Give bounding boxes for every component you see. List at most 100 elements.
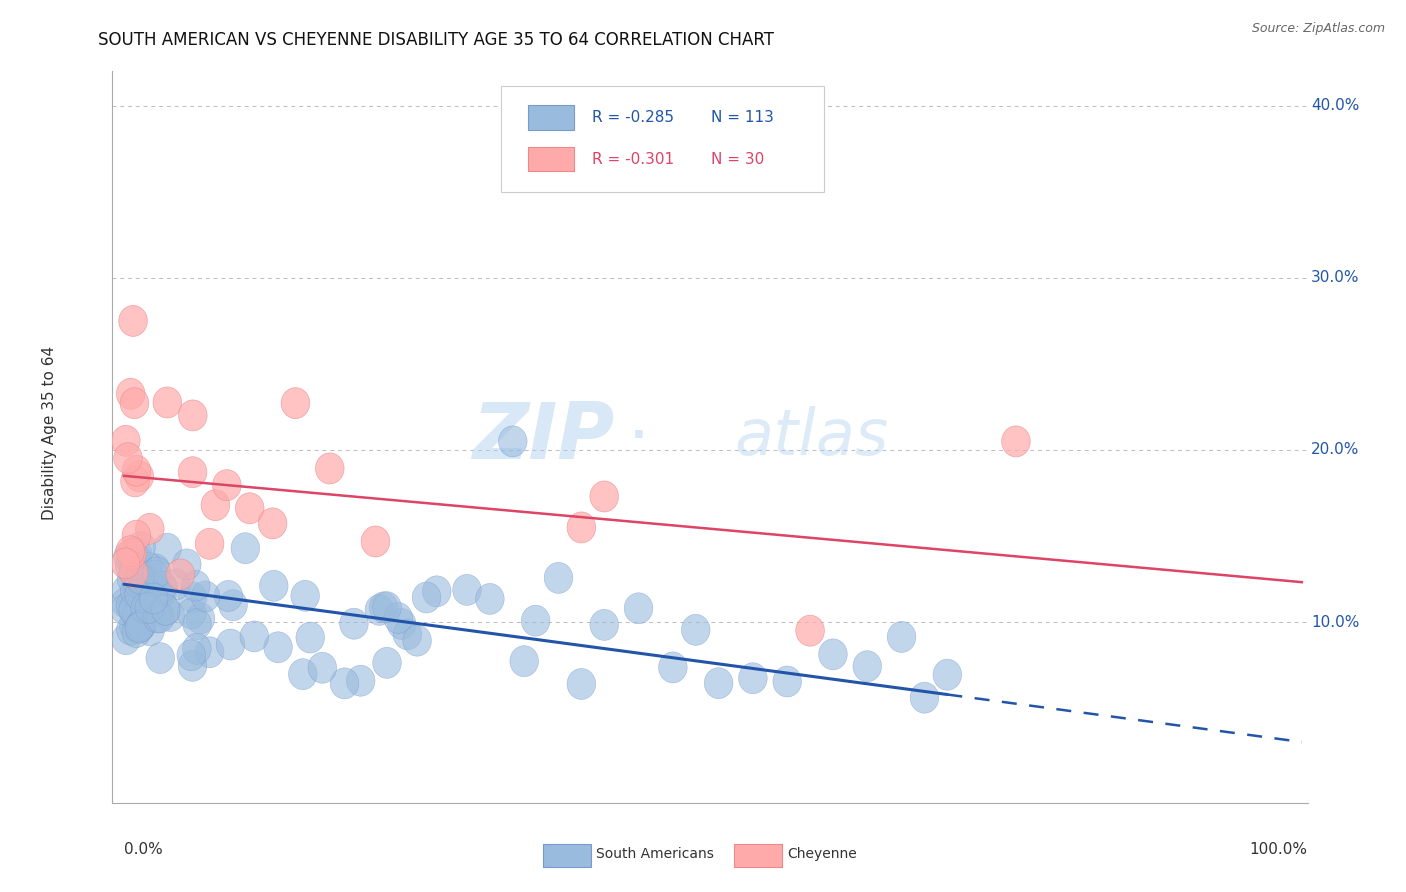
Ellipse shape xyxy=(544,562,572,593)
Ellipse shape xyxy=(183,608,211,640)
Ellipse shape xyxy=(934,659,962,690)
Ellipse shape xyxy=(231,533,260,564)
Ellipse shape xyxy=(120,610,148,641)
Ellipse shape xyxy=(179,582,207,613)
Text: R = -0.285: R = -0.285 xyxy=(592,110,673,125)
Ellipse shape xyxy=(146,579,174,610)
Ellipse shape xyxy=(149,574,179,605)
Ellipse shape xyxy=(191,581,219,612)
Ellipse shape xyxy=(114,541,142,572)
Ellipse shape xyxy=(288,658,318,690)
Ellipse shape xyxy=(122,599,152,631)
Ellipse shape xyxy=(387,608,416,640)
Ellipse shape xyxy=(125,563,153,594)
Text: Cheyenne: Cheyenne xyxy=(787,847,858,861)
Ellipse shape xyxy=(591,481,619,512)
Ellipse shape xyxy=(127,611,156,641)
Ellipse shape xyxy=(134,552,163,583)
Ellipse shape xyxy=(129,583,157,615)
Ellipse shape xyxy=(117,615,145,645)
Ellipse shape xyxy=(111,425,141,457)
Ellipse shape xyxy=(818,639,848,670)
Ellipse shape xyxy=(141,560,169,591)
Text: 30.0%: 30.0% xyxy=(1310,270,1360,285)
Ellipse shape xyxy=(704,667,733,698)
Text: atlas: atlas xyxy=(734,406,889,468)
FancyBboxPatch shape xyxy=(529,105,574,129)
Ellipse shape xyxy=(117,564,146,594)
Ellipse shape xyxy=(118,305,148,336)
Ellipse shape xyxy=(773,666,801,697)
Ellipse shape xyxy=(125,579,153,610)
Ellipse shape xyxy=(186,603,215,634)
Text: Disability Age 35 to 64: Disability Age 35 to 64 xyxy=(42,346,58,520)
Ellipse shape xyxy=(122,544,152,574)
Ellipse shape xyxy=(499,425,527,457)
Ellipse shape xyxy=(195,637,224,668)
Ellipse shape xyxy=(404,625,432,657)
Ellipse shape xyxy=(142,557,172,588)
Ellipse shape xyxy=(308,652,336,683)
Ellipse shape xyxy=(173,549,201,580)
Ellipse shape xyxy=(139,583,167,614)
Ellipse shape xyxy=(121,575,149,607)
Ellipse shape xyxy=(373,591,401,623)
Ellipse shape xyxy=(658,652,688,683)
Ellipse shape xyxy=(510,646,538,677)
Ellipse shape xyxy=(122,616,150,648)
Ellipse shape xyxy=(118,539,146,569)
Ellipse shape xyxy=(162,569,190,600)
Ellipse shape xyxy=(281,388,309,418)
Ellipse shape xyxy=(156,600,184,632)
Ellipse shape xyxy=(738,663,768,694)
Ellipse shape xyxy=(142,591,170,622)
Ellipse shape xyxy=(195,528,224,559)
Ellipse shape xyxy=(370,591,398,623)
Ellipse shape xyxy=(264,632,292,663)
Text: 0.0%: 0.0% xyxy=(124,842,163,857)
Ellipse shape xyxy=(259,508,287,539)
Ellipse shape xyxy=(179,400,207,431)
Ellipse shape xyxy=(624,593,652,624)
Ellipse shape xyxy=(148,571,177,602)
Ellipse shape xyxy=(291,581,319,611)
Text: Source: ZipAtlas.com: Source: ZipAtlas.com xyxy=(1251,22,1385,36)
FancyBboxPatch shape xyxy=(734,844,782,867)
Ellipse shape xyxy=(127,609,156,640)
Ellipse shape xyxy=(219,590,247,621)
Ellipse shape xyxy=(910,682,939,714)
Ellipse shape xyxy=(422,576,451,607)
Ellipse shape xyxy=(177,640,205,671)
Ellipse shape xyxy=(240,621,269,652)
Ellipse shape xyxy=(522,605,550,636)
Ellipse shape xyxy=(128,566,156,596)
Text: South Americans: South Americans xyxy=(596,847,714,861)
Ellipse shape xyxy=(567,668,596,699)
Text: 40.0%: 40.0% xyxy=(1310,98,1360,113)
Ellipse shape xyxy=(475,583,505,615)
Ellipse shape xyxy=(136,615,165,646)
Text: 100.0%: 100.0% xyxy=(1250,842,1308,857)
Ellipse shape xyxy=(117,378,145,409)
Ellipse shape xyxy=(111,624,141,655)
Text: 20.0%: 20.0% xyxy=(1310,442,1360,458)
Ellipse shape xyxy=(384,602,412,633)
Ellipse shape xyxy=(181,570,209,601)
Ellipse shape xyxy=(135,592,163,624)
Ellipse shape xyxy=(295,622,325,653)
Ellipse shape xyxy=(122,455,150,486)
Ellipse shape xyxy=(141,554,170,585)
FancyBboxPatch shape xyxy=(529,147,574,171)
Ellipse shape xyxy=(117,591,145,622)
Ellipse shape xyxy=(120,388,149,418)
Ellipse shape xyxy=(152,595,180,626)
Ellipse shape xyxy=(127,532,156,562)
Ellipse shape xyxy=(340,608,368,640)
Ellipse shape xyxy=(132,565,160,596)
Ellipse shape xyxy=(567,512,596,543)
Ellipse shape xyxy=(124,538,152,568)
Text: N = 30: N = 30 xyxy=(711,152,765,167)
Ellipse shape xyxy=(361,526,389,557)
Ellipse shape xyxy=(125,461,153,491)
Ellipse shape xyxy=(235,492,264,524)
